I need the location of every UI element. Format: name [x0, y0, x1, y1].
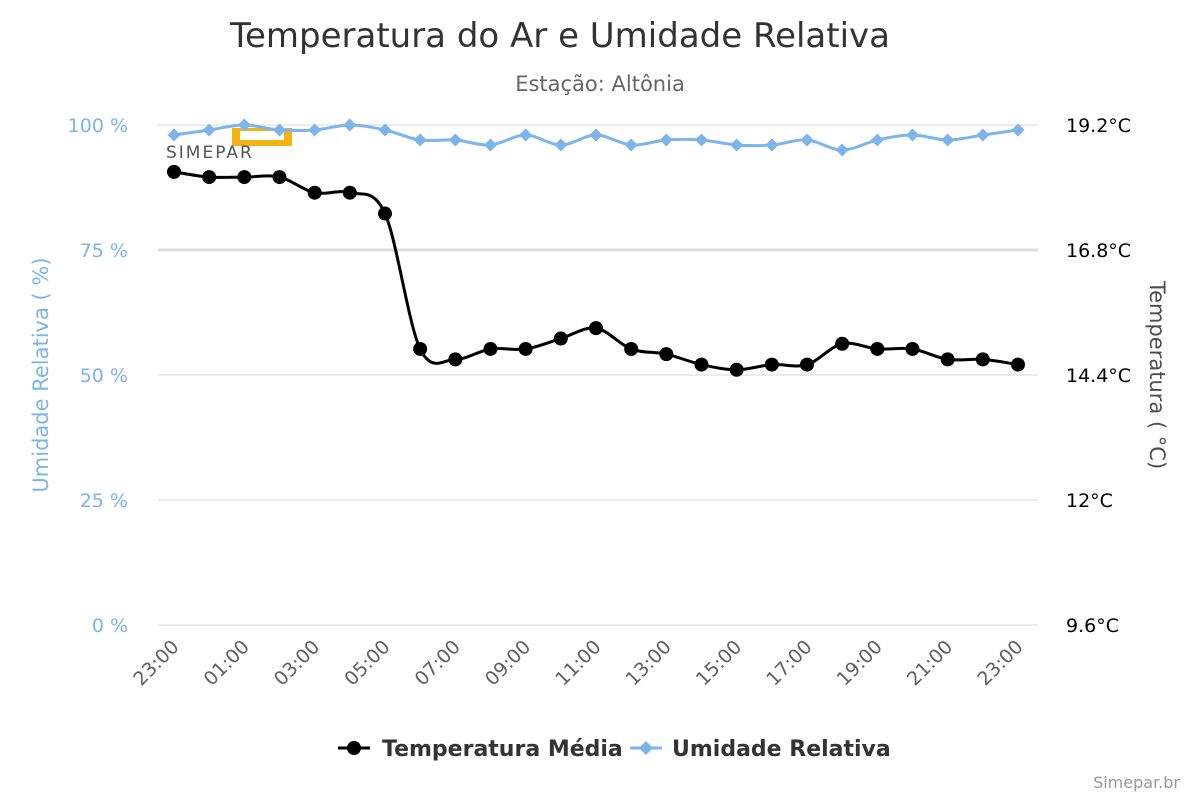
right-tick-label: 19.2°C — [1066, 115, 1131, 137]
series-temperatura-media[interactable] — [167, 164, 1025, 377]
humidity-point[interactable] — [519, 128, 533, 142]
x-tick-label: 09:00 — [481, 636, 535, 690]
temperature-point[interactable] — [307, 185, 322, 200]
temperature-point[interactable] — [940, 352, 955, 367]
temperature-point[interactable] — [272, 170, 287, 185]
x-tick-label: 17:00 — [762, 636, 816, 690]
humidity-point[interactable] — [1011, 123, 1025, 137]
x-tick-label: 23:00 — [129, 636, 183, 690]
legend: Temperatura Média Umidade Relativa — [338, 737, 891, 762]
humidity-point[interactable] — [906, 128, 919, 142]
humidity-point[interactable] — [976, 128, 990, 142]
temperature-point[interactable] — [905, 341, 920, 356]
humidity-point[interactable] — [202, 123, 216, 137]
chart-subtitle: Estação: Altônia — [515, 72, 685, 96]
temperature-point[interactable] — [553, 331, 568, 346]
legend-label-temperatura: Temperatura Média — [382, 737, 623, 762]
left-axis-title: Umidade Relativa ( %) — [29, 257, 53, 492]
x-tick-label: 21:00 — [903, 636, 957, 690]
left-tick-label: 0 % — [92, 615, 128, 637]
x-tick-label: 03:00 — [270, 636, 324, 690]
x-tick-label: 11:00 — [551, 636, 605, 690]
temperature-point[interactable] — [448, 352, 463, 367]
temperature-point[interactable] — [589, 321, 603, 336]
temperature-point[interactable] — [413, 341, 428, 356]
temperature-point[interactable] — [624, 341, 639, 356]
x-tick-label: 07:00 — [411, 636, 465, 690]
right-tick-label: 16.8°C — [1066, 240, 1131, 262]
legend-item-umidade[interactable]: Umidade Relativa — [630, 737, 891, 762]
left-tick-label: 75 % — [80, 240, 128, 262]
credit-text[interactable]: Simepar.br — [1093, 773, 1180, 792]
humidity-point[interactable] — [484, 138, 497, 152]
humidity-point[interactable] — [835, 143, 849, 157]
humidity-point[interactable] — [941, 133, 955, 147]
humidity-point[interactable] — [237, 118, 251, 132]
left-tick-label: 50 % — [80, 365, 128, 387]
humidity-point[interactable] — [800, 133, 814, 147]
temperature-point[interactable] — [167, 164, 181, 179]
humidity-point[interactable] — [308, 123, 322, 137]
humidity-point[interactable] — [167, 128, 181, 142]
temperature-point[interactable] — [342, 185, 357, 200]
humidity-point[interactable] — [378, 123, 392, 137]
logo-text: SIMEPAR — [166, 143, 254, 163]
legend-diamond-marker — [639, 741, 653, 755]
humidity-point[interactable] — [730, 138, 744, 152]
temperature-point[interactable] — [694, 357, 709, 372]
right-axis-ticks: 9.6°C 12°C 14.4°C 16.8°C 19.2°C — [1066, 115, 1131, 637]
humidity-point[interactable] — [870, 133, 884, 147]
left-tick-label: 25 % — [80, 490, 128, 512]
humidity-point[interactable] — [273, 123, 286, 137]
temperature-point[interactable] — [237, 170, 252, 185]
humidity-point[interactable] — [554, 138, 568, 152]
humidity-point[interactable] — [448, 133, 462, 147]
temperature-point[interactable] — [202, 170, 217, 185]
series-umidade-relativa[interactable] — [167, 118, 1025, 157]
right-tick-label: 14.4°C — [1066, 365, 1131, 387]
temperature-point[interactable] — [1011, 357, 1025, 372]
x-tick-label: 01:00 — [200, 636, 254, 690]
temperature-point[interactable] — [483, 341, 498, 356]
temperature-point[interactable] — [870, 341, 885, 356]
humidity-point[interactable] — [659, 133, 673, 147]
x-tick-label: 05:00 — [340, 636, 394, 690]
right-tick-label: 12°C — [1066, 490, 1113, 512]
chart-title: Temperatura do Ar e Umidade Relativa — [229, 16, 890, 56]
right-axis-title: Temperatura ( °C) — [1145, 280, 1169, 469]
x-tick-label: 23:00 — [973, 636, 1027, 690]
x-tick-label: 13:00 — [622, 636, 676, 690]
right-tick-label: 9.6°C — [1066, 615, 1119, 637]
temperature-point[interactable] — [518, 341, 533, 356]
left-axis-ticks: 0 % 25 % 50 % 75 % 100 % — [68, 115, 128, 637]
x-tick-label: 15:00 — [692, 636, 746, 690]
humidity-point[interactable] — [343, 118, 357, 132]
temperature-point[interactable] — [764, 357, 779, 372]
humidity-point[interactable] — [589, 128, 603, 142]
temperature-line — [173, 170, 1019, 372]
x-tick-label: 19:00 — [833, 636, 887, 690]
humidity-point[interactable] — [765, 138, 779, 152]
humidity-point[interactable] — [695, 133, 708, 147]
legend-circle-marker — [347, 741, 361, 755]
humidity-point[interactable] — [413, 133, 427, 147]
x-axis-ticks: 23:00 01:00 03:00 05:00 07:00 09:00 11:00 13:00… — [129, 636, 1027, 690]
grid-lines — [158, 124, 1038, 626]
left-tick-label: 100 % — [68, 115, 128, 137]
temperature-point[interactable] — [800, 357, 814, 372]
temperature-point[interactable] — [378, 206, 392, 221]
temperature-point[interactable] — [835, 336, 850, 351]
humidity-point[interactable] — [624, 138, 638, 152]
temperature-point[interactable] — [729, 362, 744, 377]
legend-label-umidade: Umidade Relativa — [672, 737, 891, 762]
temperature-point[interactable] — [659, 347, 674, 362]
legend-item-temperatura[interactable]: Temperatura Média — [338, 737, 623, 762]
temperature-point[interactable] — [975, 352, 990, 367]
